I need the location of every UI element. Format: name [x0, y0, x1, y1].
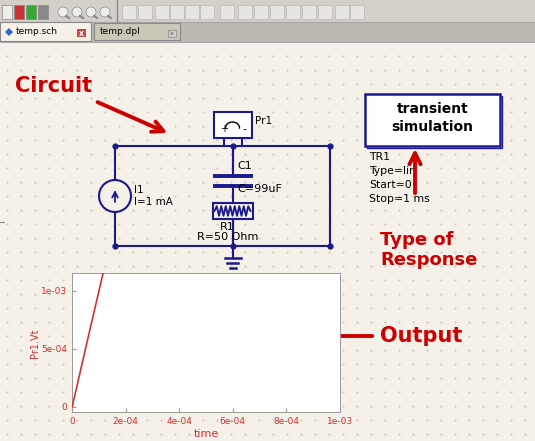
Text: Circuit: Circuit: [15, 76, 92, 96]
Bar: [2, 5, 12, 19]
FancyBboxPatch shape: [95, 23, 180, 41]
Bar: [122, 5, 136, 19]
FancyBboxPatch shape: [1, 22, 91, 41]
Bar: [212, 203, 253, 219]
Bar: [38, 5, 48, 19]
Bar: [77, 29, 86, 37]
Bar: [0, 0, 535, 22]
Bar: [302, 5, 316, 19]
Bar: [286, 5, 300, 19]
Bar: [14, 5, 24, 19]
Bar: [213, 112, 251, 138]
Bar: [367, 96, 502, 148]
Text: C=99uF: C=99uF: [238, 184, 282, 194]
Bar: [220, 5, 234, 19]
X-axis label: time: time: [193, 429, 219, 439]
Bar: [335, 5, 349, 19]
Text: Output: Output: [380, 326, 462, 346]
Bar: [170, 5, 184, 19]
Circle shape: [58, 7, 68, 17]
Text: x: x: [79, 29, 84, 37]
Circle shape: [72, 7, 82, 17]
Text: I1: I1: [134, 185, 143, 195]
Text: transient
simulation: transient simulation: [392, 102, 473, 134]
Bar: [168, 30, 176, 37]
Bar: [270, 5, 284, 19]
Bar: [155, 5, 169, 19]
Text: R1: R1: [220, 222, 235, 232]
Text: +: +: [220, 124, 228, 134]
Bar: [238, 5, 252, 19]
Circle shape: [99, 180, 131, 212]
Text: x: x: [170, 31, 174, 36]
Circle shape: [86, 7, 96, 17]
Polygon shape: [5, 28, 13, 36]
Bar: [185, 5, 199, 19]
Text: -: -: [242, 124, 247, 134]
Text: I=1 mA: I=1 mA: [134, 197, 173, 207]
Bar: [318, 5, 332, 19]
Bar: [0, 22, 535, 42]
Circle shape: [100, 7, 110, 17]
Bar: [200, 5, 214, 19]
Text: temp.dpl: temp.dpl: [100, 27, 141, 37]
Bar: [350, 5, 364, 19]
Bar: [254, 5, 268, 19]
Y-axis label: Pr1.Vt: Pr1.Vt: [30, 328, 40, 358]
Text: temp.sch: temp.sch: [16, 27, 58, 37]
Text: C1: C1: [238, 161, 252, 171]
Bar: [365, 94, 500, 146]
Bar: [138, 5, 152, 19]
Text: TR1
Type=lin
Start=0
Stop=1 ms: TR1 Type=lin Start=0 Stop=1 ms: [369, 152, 430, 204]
Text: Pr1: Pr1: [256, 116, 273, 126]
Text: Type of
Response: Type of Response: [380, 231, 477, 269]
Bar: [26, 5, 36, 19]
Text: R=50 Ohm: R=50 Ohm: [197, 232, 258, 242]
